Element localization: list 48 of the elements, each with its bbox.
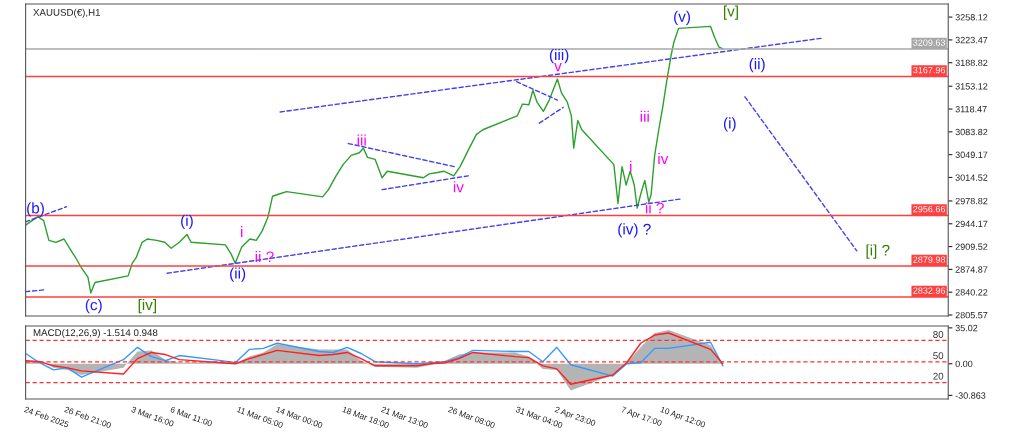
annotation: (c) [85, 299, 102, 314]
annotation: (i) [723, 117, 736, 132]
ref-line-label: 3167.96 [913, 66, 946, 74]
y-tick-label: -30.863 [955, 392, 986, 399]
annotation: v [554, 63, 562, 72]
annotation: 50 [933, 352, 944, 360]
y-tick-label: 2874.87 [955, 266, 988, 273]
annotation: (ii) [230, 267, 246, 282]
annotation: iii [357, 134, 366, 146]
y-tick-label: 3083.82 [955, 128, 988, 136]
annotation: (b) [27, 202, 44, 217]
y-tick-label: 2805.57 [955, 311, 988, 319]
y-tick-label: 3188.82 [955, 59, 988, 67]
ref-line-label: 2832.96 [913, 287, 946, 294]
annotation: ii ? [645, 202, 664, 214]
y-tick-label: 2840.22 [955, 289, 988, 296]
ref-line-label: 2956.66 [913, 205, 946, 213]
annotation: iv [658, 152, 669, 164]
y-tick-label: 2978.82 [955, 197, 988, 205]
y-tick-label: 3118.47 [955, 105, 987, 113]
y-tick-label: 0.00 [955, 360, 973, 368]
y-tick-label: 35.02 [955, 324, 978, 332]
ref-line-label: 3209.63 [913, 39, 946, 46]
annotation: 20 [933, 372, 944, 380]
annotation: (v) [674, 10, 690, 25]
annotation: i [630, 160, 632, 172]
annotation: (ii) [749, 58, 765, 73]
y-tick-label: 3258.12 [955, 14, 988, 21]
annotation: (iv) ? [618, 223, 651, 238]
y-tick-label: 3153.12 [955, 83, 988, 90]
chart-title: MACD(12,26,9) -1.514 0.948 [33, 328, 158, 339]
annotation: [v] [723, 5, 738, 20]
annotation: (iii) [549, 48, 569, 64]
x-tick-label: 26 Mar 08:00 [447, 406, 496, 429]
annotation: iv [453, 181, 464, 193]
y-tick-label: 2944.17 [955, 220, 988, 228]
ref-line-label: 2879.98 [913, 256, 946, 263]
y-tick-label: 3223.47 [955, 36, 988, 44]
y-tick-label: 3014.52 [955, 174, 988, 181]
annotation: [iv] [138, 299, 157, 314]
annotation: i [241, 225, 243, 238]
annotation: 80 [933, 331, 944, 338]
y-tick-label: 2909.52 [955, 243, 988, 250]
chart-title: XAUUSD(€),H1 [33, 8, 101, 18]
annotation: iii [640, 110, 649, 122]
annotation: (i) [181, 214, 193, 230]
y-tick-label: 3049.17 [955, 151, 988, 158]
annotation: [i] ? [866, 244, 890, 259]
